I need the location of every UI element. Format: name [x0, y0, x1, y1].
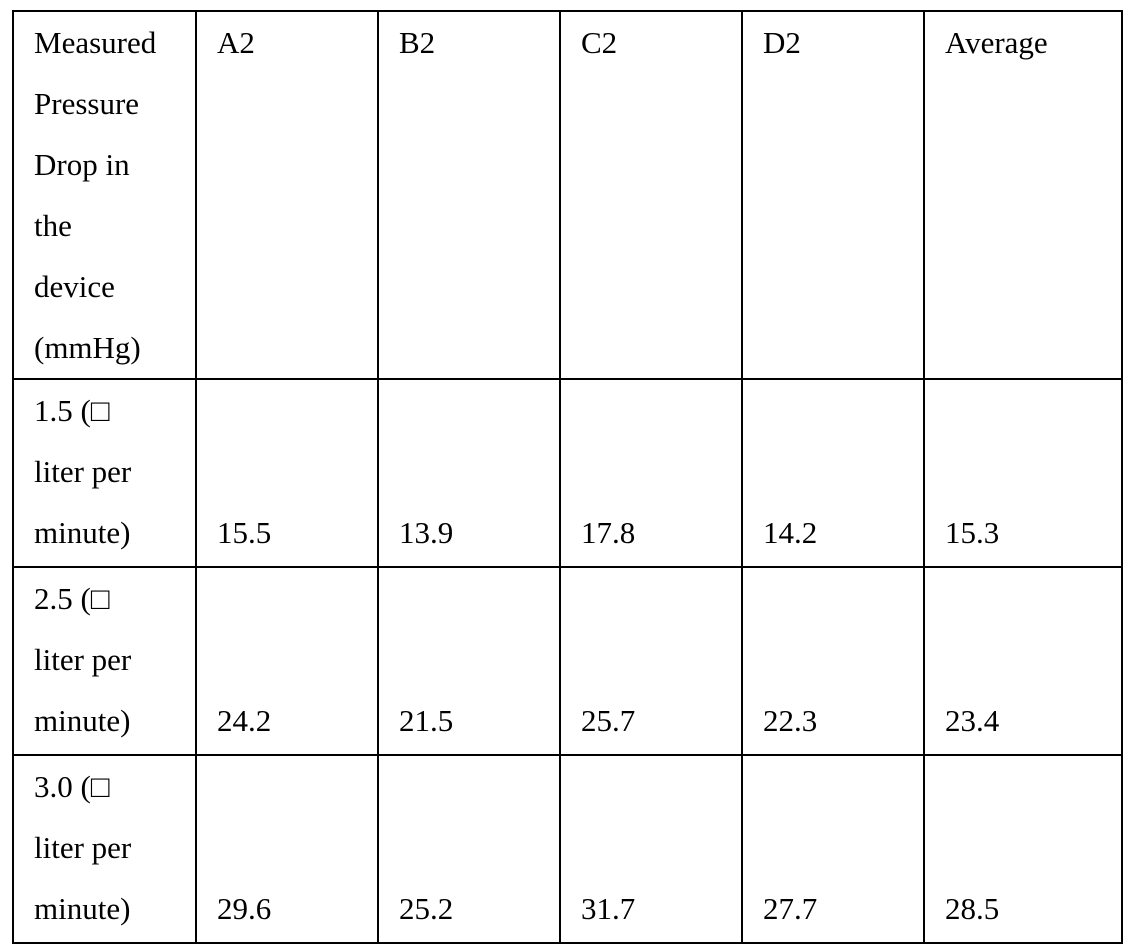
table-cell: 13.9	[377, 378, 561, 568]
table-cell-average: 28.5	[923, 754, 1123, 944]
row-label-cell: 1.5 (□ liter per minute)	[12, 378, 197, 568]
table-cell: 22.3	[741, 566, 925, 756]
column-header-c2: C2	[559, 10, 743, 380]
table-cell: 29.6	[195, 754, 379, 944]
column-header-b2: B2	[377, 10, 561, 380]
table-cell-average: 23.4	[923, 566, 1123, 756]
table-cell: 17.8	[559, 378, 743, 568]
table-cell: 15.5	[195, 378, 379, 568]
table-cell: 24.2	[195, 566, 379, 756]
column-header-a2: A2	[195, 10, 379, 380]
table-row: 3.0 (□ liter per minute) 29.6 25.2 31.7 …	[12, 754, 1123, 944]
row-label-cell: 2.5 (□ liter per minute)	[12, 566, 197, 756]
table-cell: 27.7	[741, 754, 925, 944]
table-cell: 21.5	[377, 566, 561, 756]
table-cell: 25.2	[377, 754, 561, 944]
column-header-d2: D2	[741, 10, 925, 380]
header-label-cell: Measured Pressure Drop in the device (mm…	[12, 10, 197, 380]
row-label-cell: 3.0 (□ liter per minute)	[12, 754, 197, 944]
table-header-row: Measured Pressure Drop in the device (mm…	[12, 10, 1123, 380]
column-header-average: Average	[923, 10, 1123, 380]
table-cell: 31.7	[559, 754, 743, 944]
table-row: 2.5 (□ liter per minute) 24.2 21.5 25.7 …	[12, 566, 1123, 756]
table-cell: 25.7	[559, 566, 743, 756]
table-cell: 14.2	[741, 378, 925, 568]
table-cell-average: 15.3	[923, 378, 1123, 568]
pressure-drop-table: Measured Pressure Drop in the device (mm…	[12, 10, 1123, 944]
table-row: 1.5 (□ liter per minute) 15.5 13.9 17.8 …	[12, 378, 1123, 568]
